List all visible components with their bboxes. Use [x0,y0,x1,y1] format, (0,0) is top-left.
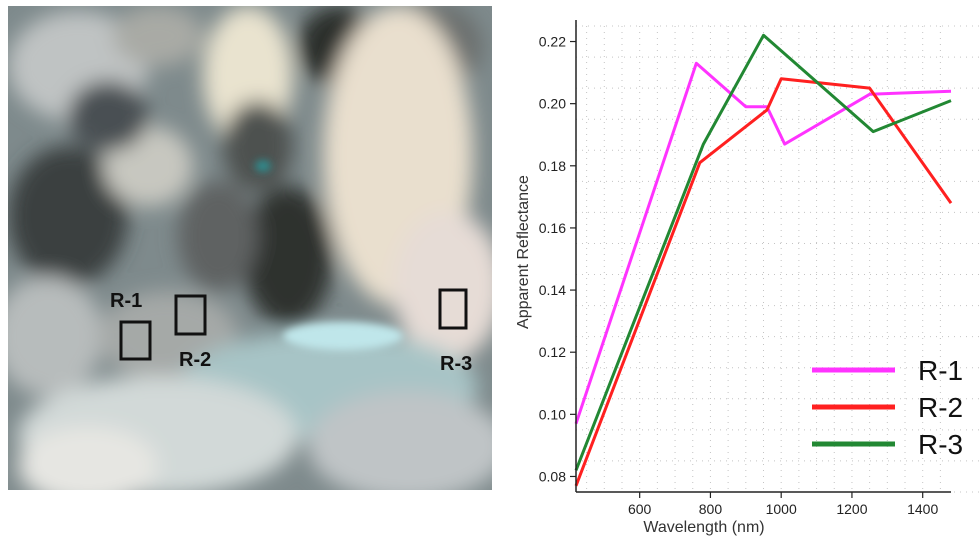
region-box-r2 [174,294,207,336]
x-tick-label: 1000 [766,501,797,517]
chart-svg: 0.08 0.10 0.12 0.14 0.16 0.18 0.20 0.22 600 800 10… [515,20,980,536]
y-tick-label: 0.16 [539,220,566,236]
region-box-r3 [438,288,468,330]
series-line-r-2 [574,77,953,487]
legend-label-r-1: R-1 [918,355,963,386]
y-tick-label: 0.22 [539,34,566,50]
series-lines [574,33,953,487]
region-box-r1 [119,320,152,361]
micrograph-image: R-1 R-2 R-3 [8,6,492,490]
legend: R-1 R-2 R-3 [812,355,963,460]
legend-label-r-3: R-3 [918,429,963,460]
axes: 0.08 0.10 0.12 0.14 0.16 0.18 0.20 0.22 600 800 10… [539,20,951,517]
region-label-r3: R-3 [440,353,472,375]
reflectance-chart: 0.08 0.10 0.12 0.14 0.16 0.18 0.20 0.22 600 800 10… [500,0,980,538]
y-tick-label: 0.12 [539,344,566,360]
x-tick-label: 1400 [907,501,938,517]
x-tick-label: 600 [628,501,652,517]
region-label-r1: R-1 [110,290,142,312]
y-tick-label: 0.20 [539,96,566,112]
x-axis-title: Wavelength (nm) [643,519,764,536]
legend-label-r-2: R-2 [918,392,963,423]
image-texture [8,6,492,490]
micrograph-svg: R-1 R-2 R-3 [8,6,492,490]
y-tick-label: 0.18 [539,158,566,174]
y-tick-label: 0.08 [539,468,566,484]
x-tick-label: 800 [699,501,723,517]
y-tick-label: 0.14 [539,282,566,298]
y-tick-label: 0.10 [539,406,566,422]
region-label-r2: R-2 [179,349,211,371]
x-tick-label: 1200 [836,501,867,517]
series-line-r-3 [574,33,952,471]
y-axis-title: Apparent Reflectance [515,175,532,329]
